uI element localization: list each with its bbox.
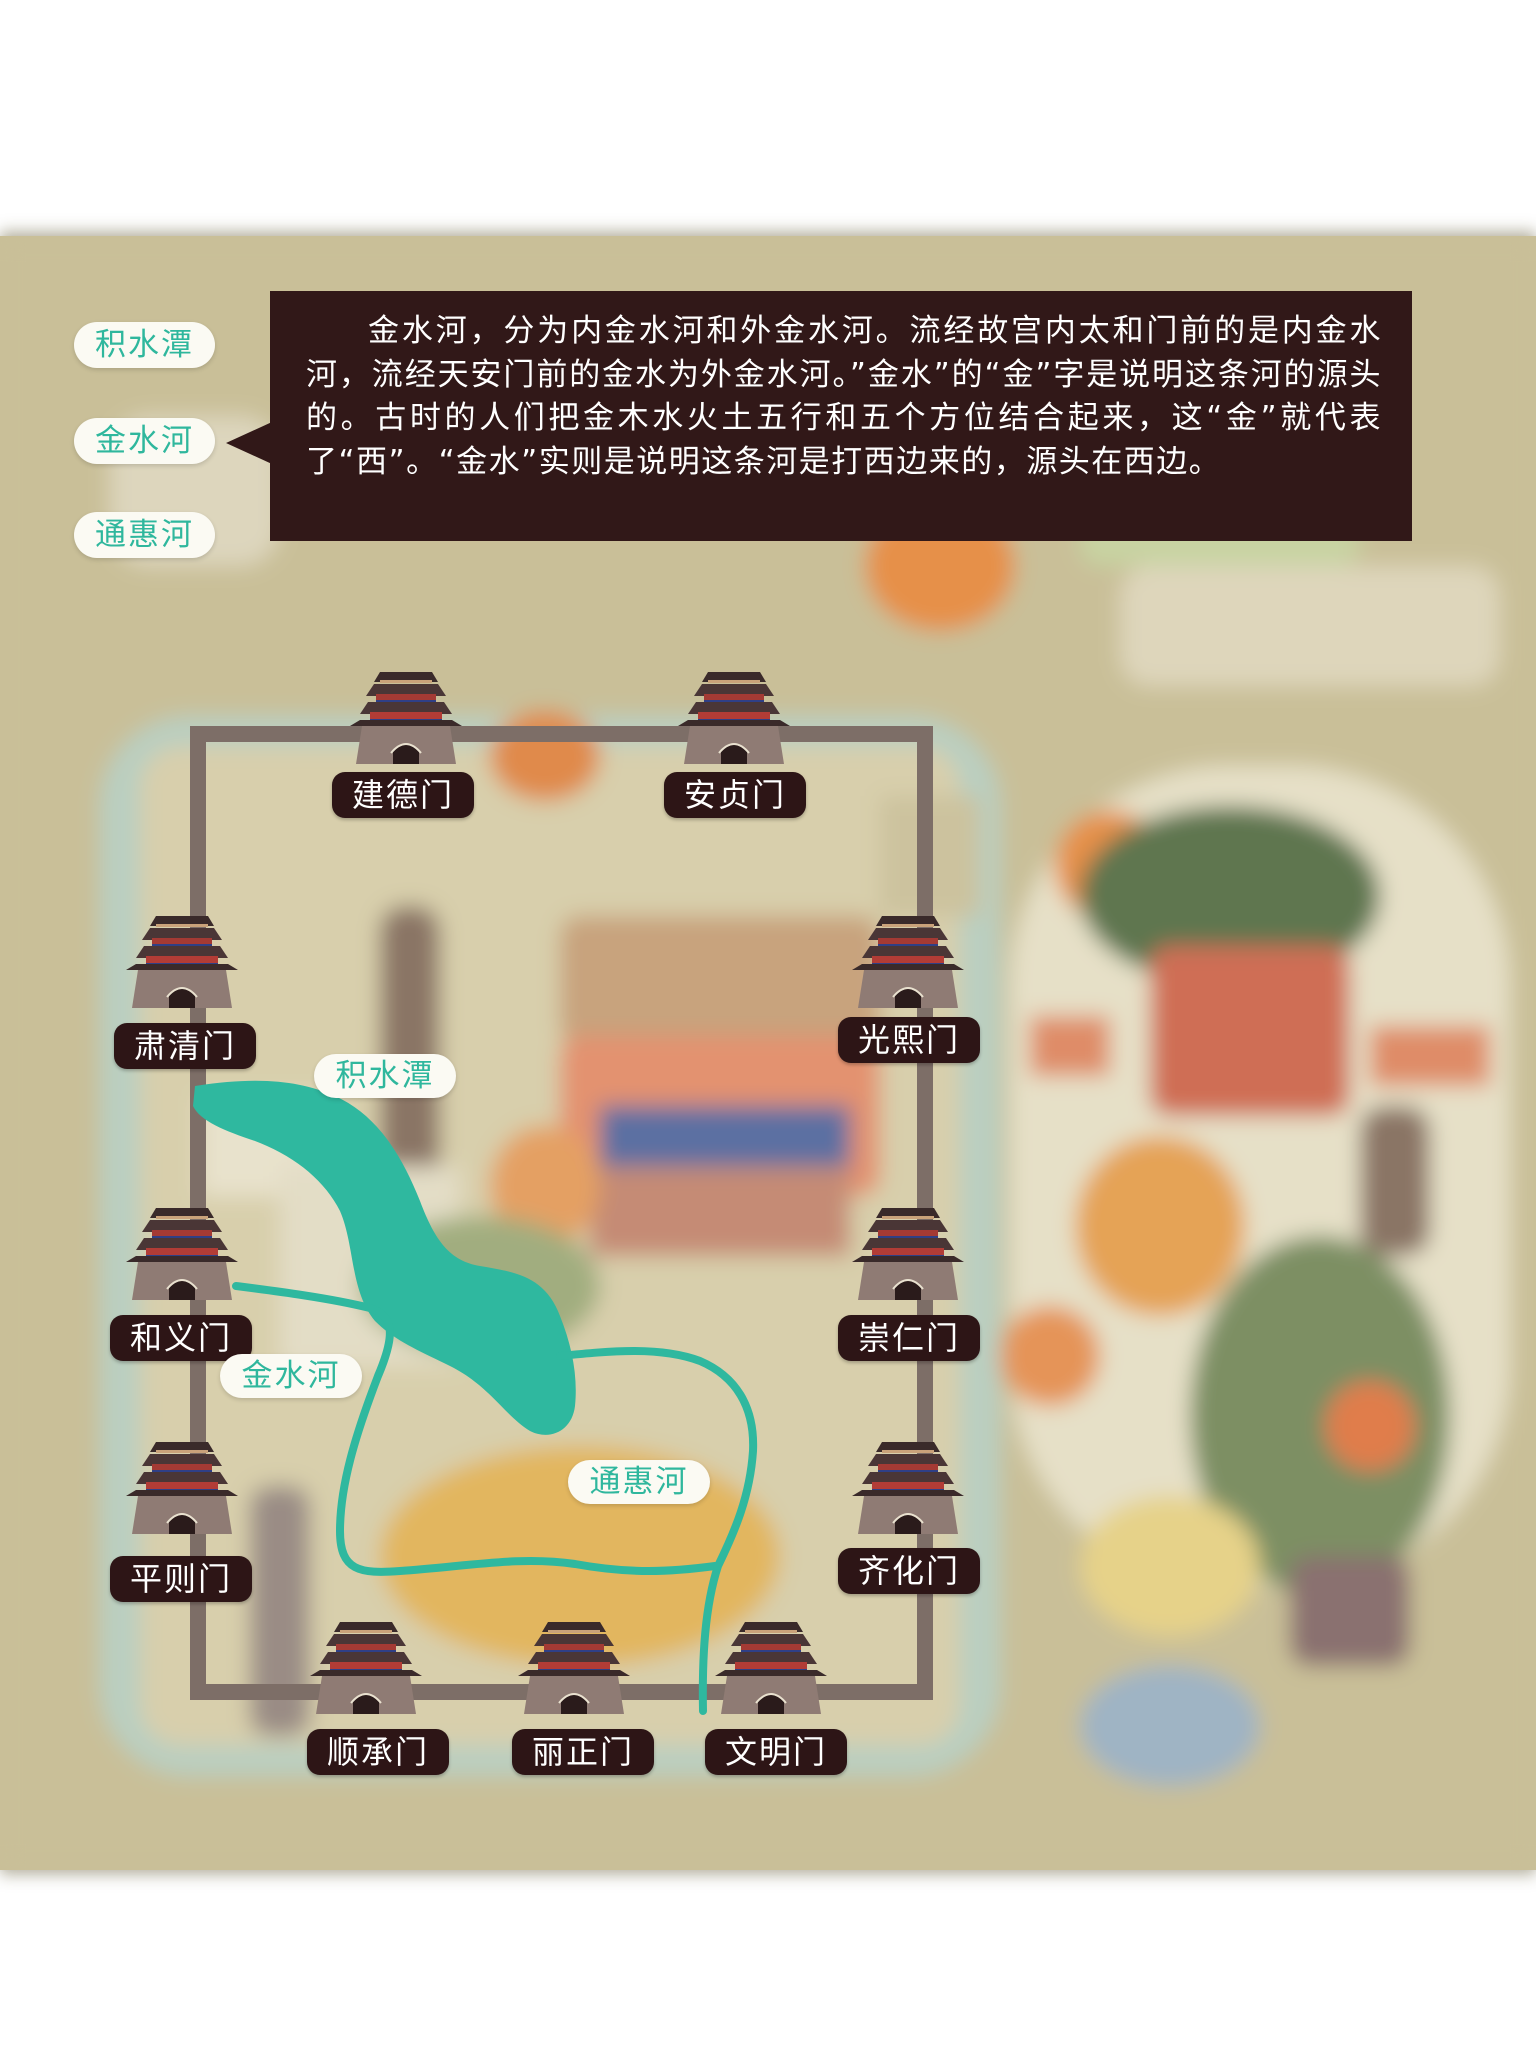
info-box: 金水河，分为内金水河和外金水河。流经故宫内太和门前的是内金水河，流经天安门前的金… [270,291,1412,541]
gate-label-chongren: 崇仁门 [838,1315,980,1361]
river-overlay [125,671,965,1715]
jinshuihe-river [232,1282,719,1576]
city-gate-tower-icon [517,1621,631,1715]
tonghuihe-river [556,1347,758,1715]
map-panel: 积水潭 金水河 通惠河 金水河，分为内金水河和外金水河。流经故宫内太和门前的是内… [0,236,1536,1870]
city-gate-tower-icon [851,915,965,1009]
city-gate-tower-icon [714,1621,828,1715]
city-gate-tower-icon [851,1441,965,1535]
gate-label-anzhen: 安贞门 [664,772,806,818]
city-gate-tower-icon [309,1621,423,1715]
info-text: 金水河，分为内金水河和外金水河。流经故宫内太和门前的是内金水河，流经天安门前的金… [306,313,1382,480]
gate-label-jiande: 建德门 [332,772,474,818]
city-gate-tower-icon [125,1207,239,1301]
city-wall [190,726,933,1700]
city-gate-tower-icon [125,1441,239,1535]
gate-label-heyi: 和义门 [110,1315,252,1361]
gate-label-shuncheng: 顺承门 [307,1729,449,1775]
map-label-jishuitan: 积水潭 [314,1054,456,1098]
legend-chip-jinshuihe[interactable]: 金水河 [74,418,215,464]
gate-label-guangxi: 光熙门 [838,1017,980,1063]
gate-label-wenming: 文明门 [705,1729,847,1775]
gate-label-suqing: 肃清门 [114,1023,256,1069]
gate-label-qihua: 齐化门 [838,1548,980,1594]
legend-chip-jishuitan[interactable]: 积水潭 [74,322,215,368]
gate-label-lizheng: 丽正门 [512,1729,654,1775]
city-gate-tower-icon [349,671,463,765]
legend-chip-tonghuihe[interactable]: 通惠河 [74,512,215,558]
info-pointer [226,422,272,464]
map-label-tonghuihe: 通惠河 [568,1460,710,1504]
gate-label-pingze: 平则门 [110,1556,252,1602]
city-gate-tower-icon [851,1207,965,1301]
map-label-jinshuihe: 金水河 [220,1354,362,1398]
city-gate-tower-icon [677,671,791,765]
city-gate-tower-icon [125,915,239,1009]
jishuitan-lake [193,1080,576,1435]
